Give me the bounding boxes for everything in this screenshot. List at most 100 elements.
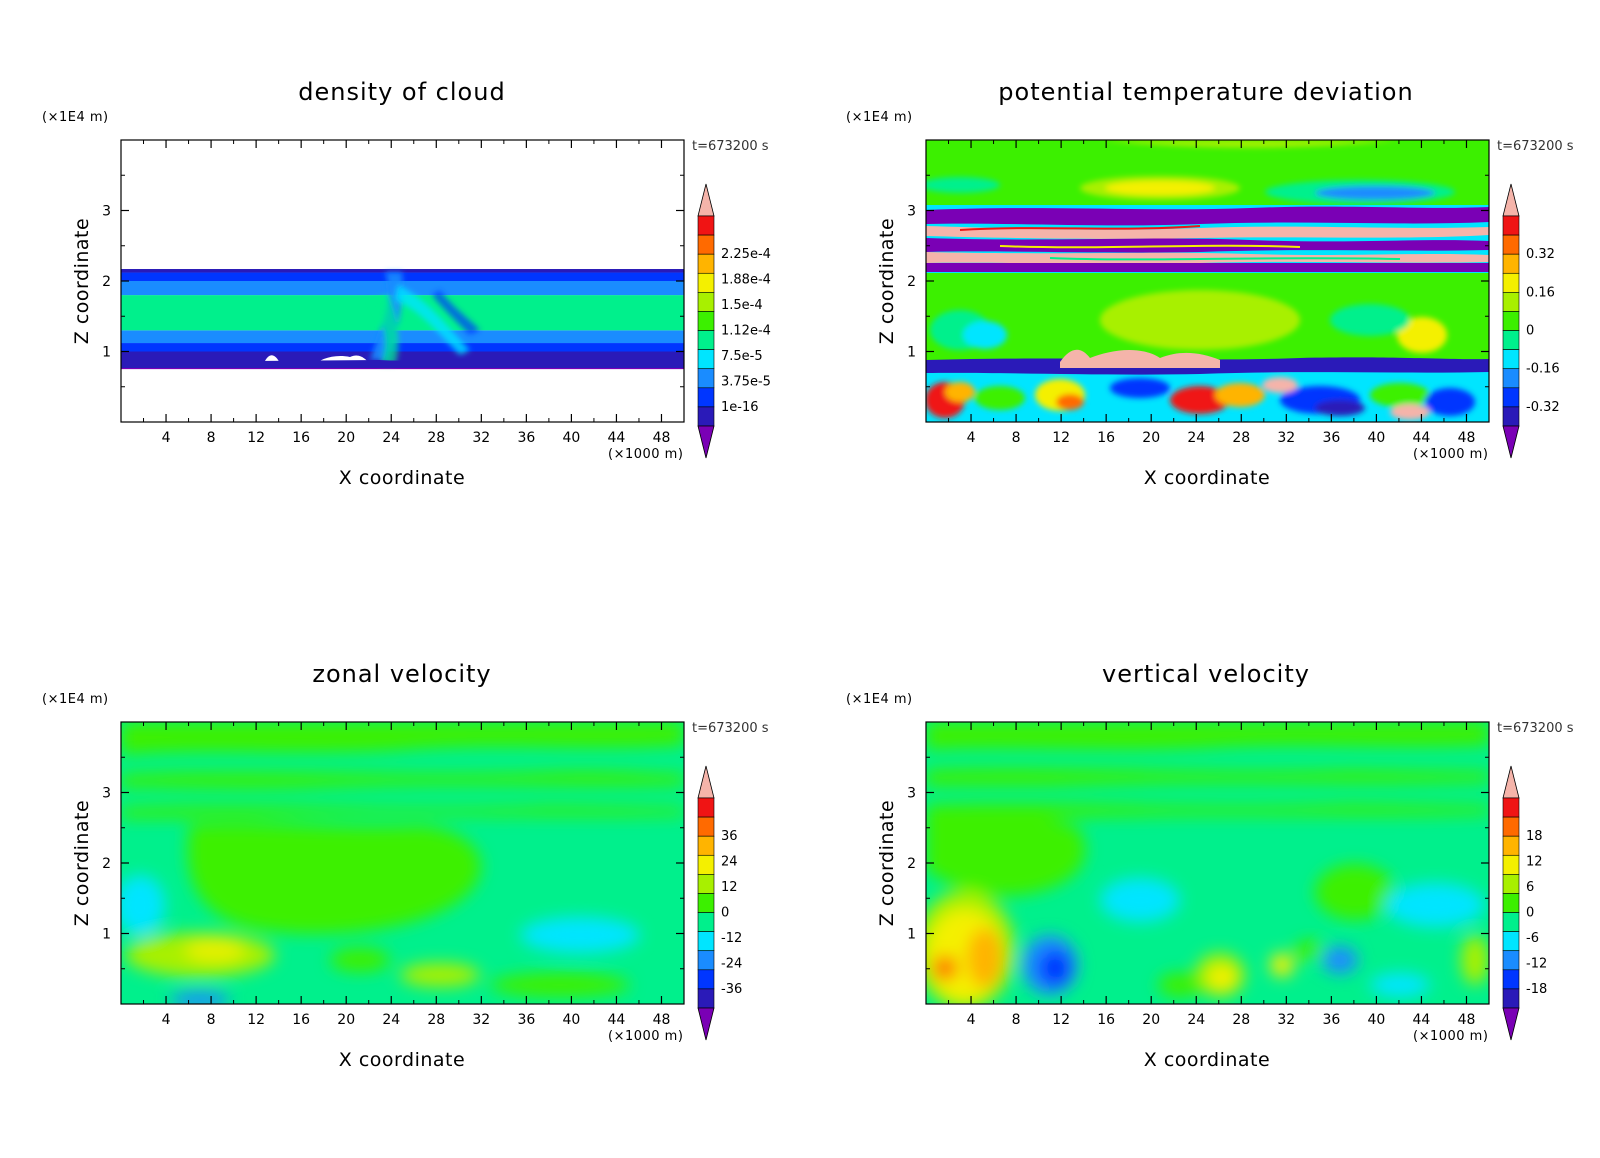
colorbar-segment bbox=[1502, 931, 1520, 952]
colorbar-segment bbox=[697, 406, 715, 427]
x-tick-label: 4 bbox=[162, 430, 171, 446]
x-tick-label: 8 bbox=[207, 1012, 216, 1028]
colorbar-segment bbox=[697, 912, 715, 932]
x-tick-label: 40 bbox=[1367, 1012, 1385, 1028]
x-tick-label: 44 bbox=[1413, 1012, 1431, 1028]
z-tick-label: 2 bbox=[907, 274, 916, 290]
x-tick-label: 28 bbox=[1232, 1012, 1250, 1028]
colorbar-segment bbox=[1502, 292, 1520, 312]
x-tick-label: 44 bbox=[608, 430, 626, 446]
z-unit-label: (×1E4 m) bbox=[42, 110, 109, 125]
y-axis-label: Z coordinate bbox=[71, 800, 93, 926]
x-tick-label: 12 bbox=[1052, 430, 1070, 446]
x-tick-label: 16 bbox=[1097, 430, 1115, 446]
colorbar: 2.25e-4 1.88e-4 1.5e-4 1.12e-4 7.5e-5 3.75e-5… bbox=[697, 183, 771, 459]
x-tick-label: 28 bbox=[427, 1012, 445, 1028]
colorbar-label: 7.5e-5 bbox=[721, 349, 763, 364]
z-tick-label: 2 bbox=[102, 856, 111, 872]
colorbar-label: 12 bbox=[1526, 855, 1543, 870]
x-tick-label: 20 bbox=[337, 1012, 355, 1028]
x-tick-label: 44 bbox=[608, 1012, 626, 1028]
x-tick-label: 32 bbox=[1277, 430, 1295, 446]
x-tick-label: 40 bbox=[562, 1012, 580, 1028]
colorbar-label: -0.32 bbox=[1526, 400, 1560, 415]
colorbar-label: 0.16 bbox=[1526, 285, 1555, 300]
cloud-band bbox=[121, 269, 684, 273]
panel-vertical-velocity: vertical velocity (×1E4 m) t=673200 s bbox=[846, 660, 1574, 1071]
x-tick-label: 36 bbox=[1322, 430, 1340, 446]
colorbar-label: 3.75e-5 bbox=[721, 374, 771, 389]
colorbar-label: -18 bbox=[1526, 982, 1547, 997]
colorbar-label: 0 bbox=[1526, 324, 1534, 339]
z-tick-label: 3 bbox=[907, 786, 916, 802]
colorbar-segment bbox=[697, 988, 715, 1009]
x-tick-label: 24 bbox=[1187, 1012, 1205, 1028]
cloud-band bbox=[121, 351, 684, 363]
colorbar-segment bbox=[697, 272, 715, 293]
colorbar-segment bbox=[697, 368, 715, 389]
contour-field bbox=[926, 140, 1489, 422]
colorbar-segment bbox=[1502, 234, 1520, 255]
panel-title: zonal velocity bbox=[312, 660, 491, 688]
x-tick-label: 36 bbox=[517, 1012, 535, 1028]
colorbar-label: -36 bbox=[721, 982, 742, 997]
colorbar-top-arrow bbox=[697, 183, 715, 217]
colorbar-bottom-arrow bbox=[697, 425, 715, 459]
x-tick-label: 48 bbox=[1458, 430, 1476, 446]
colorbar-bottom-arrow bbox=[1502, 1007, 1520, 1041]
time-label: t=673200 s bbox=[692, 721, 769, 736]
x-tick-label: 48 bbox=[1458, 1012, 1476, 1028]
x-tick-label: 48 bbox=[653, 1012, 671, 1028]
x-unit-label: (×1000 m) bbox=[1413, 447, 1488, 462]
colorbar-label: 1.88e-4 bbox=[721, 273, 771, 288]
colorbar-segment bbox=[697, 969, 715, 990]
x-tick-label: 40 bbox=[1367, 430, 1385, 446]
colorbar-segment bbox=[697, 292, 715, 312]
colorbar-label: -24 bbox=[721, 956, 742, 971]
colorbar-label: 2.25e-4 bbox=[721, 247, 771, 262]
colorbar: 36 24 12 0 -12 -24 -36 bbox=[697, 765, 742, 1041]
z-tick-label: 1 bbox=[907, 927, 916, 943]
colorbar-segment bbox=[1502, 349, 1520, 370]
z-unit-label: (×1E4 m) bbox=[846, 110, 913, 125]
colorbar-segment bbox=[1502, 969, 1520, 990]
colorbar-label: 18 bbox=[1526, 829, 1543, 844]
colorbar-segment bbox=[1502, 816, 1520, 837]
time-label: t=673200 s bbox=[692, 139, 769, 154]
z-tick-label: 1 bbox=[102, 345, 111, 361]
x-tick-label: 16 bbox=[1097, 1012, 1115, 1028]
colorbar-segment bbox=[697, 311, 715, 331]
x-tick-label: 12 bbox=[1052, 1012, 1070, 1028]
colorbar-top-arrow bbox=[1502, 183, 1520, 217]
colorbar-segment bbox=[697, 874, 715, 894]
x-axis-label: X coordinate bbox=[339, 1049, 465, 1071]
x-tick-label: 32 bbox=[472, 430, 490, 446]
colorbar-label: -12 bbox=[1526, 956, 1547, 971]
x-tick-label: 24 bbox=[382, 430, 400, 446]
colorbar-segment bbox=[697, 931, 715, 952]
x-tick-label: 24 bbox=[382, 1012, 400, 1028]
z-tick-label: 2 bbox=[907, 856, 916, 872]
time-label: t=673200 s bbox=[1497, 139, 1574, 154]
z-tick-label: 2 bbox=[102, 274, 111, 290]
colorbar-label: 36 bbox=[721, 829, 738, 844]
x-tick-label: 20 bbox=[337, 430, 355, 446]
z-tick-label: 3 bbox=[102, 204, 111, 220]
x-tick-label: 36 bbox=[517, 430, 535, 446]
y-axis-label: Z coordinate bbox=[71, 218, 93, 344]
colorbar-segment bbox=[1502, 874, 1520, 894]
cloud-band bbox=[121, 330, 684, 344]
x-axis-label: X coordinate bbox=[339, 467, 465, 489]
colorbar-segment bbox=[1502, 253, 1520, 274]
x-axis-label: X coordinate bbox=[1144, 1049, 1270, 1071]
colorbar-segment bbox=[1502, 950, 1520, 971]
colorbar-label: -12 bbox=[721, 931, 742, 946]
x-tick-label: 16 bbox=[292, 1012, 310, 1028]
colorbar-segment bbox=[1502, 854, 1520, 875]
